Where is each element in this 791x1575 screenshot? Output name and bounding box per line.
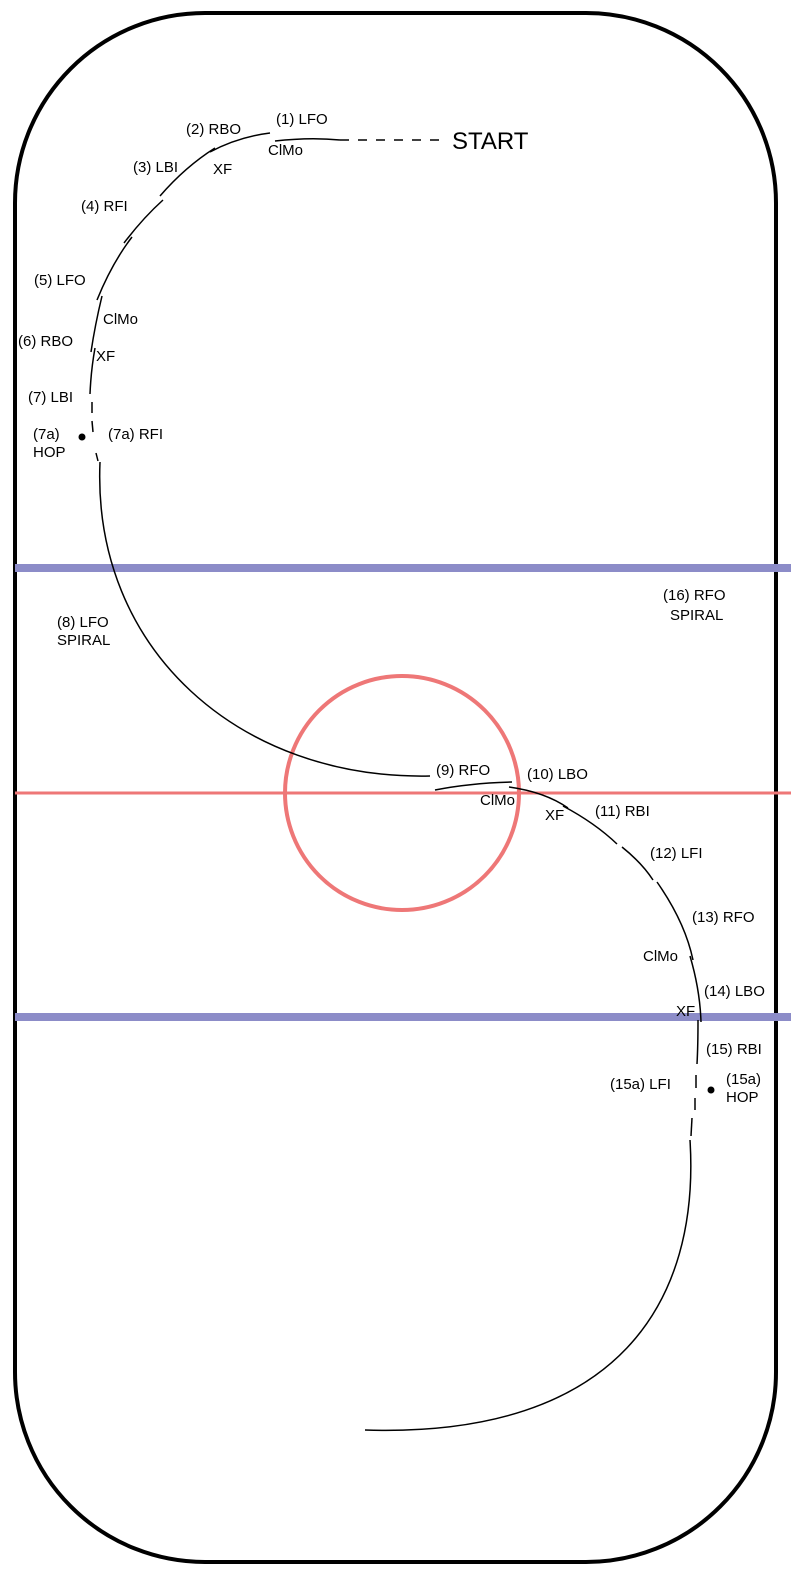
edge-13-rfo — [656, 881, 694, 961]
label-7-lbi: (7) LBI — [28, 389, 73, 406]
label-14-lbo: (14) LBO — [704, 983, 765, 1000]
label-3-lbi: (3) LBI — [133, 159, 178, 176]
edge-11-rbi — [562, 805, 618, 845]
label-16-rfo: (16) RFO — [663, 587, 726, 604]
label-1-lfo: (1) LFO — [276, 111, 328, 128]
edge-10-lbo — [508, 786, 569, 809]
label-6-rbo: (6) RBO — [18, 333, 73, 350]
edge-6-rbo — [90, 295, 103, 353]
label-clmo-1: ClMo — [268, 142, 303, 159]
label-xf-1: XF — [213, 161, 232, 178]
edge-4-rfi — [123, 199, 164, 244]
edge-15-rbi — [696, 1019, 699, 1065]
label-xf-4: XF — [676, 1003, 695, 1020]
label-10-lbo: (10) LBO — [527, 766, 588, 783]
label-4-rfi: (4) RFI — [81, 198, 128, 215]
hop-dot-7a — [78, 433, 86, 441]
edge-1-lfo — [274, 137, 341, 142]
label-xf-3: XF — [545, 807, 564, 824]
label-15a-lfi: (15a) LFI — [610, 1076, 671, 1093]
label-clmo-4: ClMo — [643, 948, 678, 965]
start-label: START — [452, 128, 529, 155]
edge-7a-rfi-2 — [91, 420, 94, 433]
edge-2-rbo — [209, 132, 271, 153]
label-clmo-2: ClMo — [103, 311, 138, 328]
edge-16-rfo-spiral — [364, 1139, 692, 1431]
label-7a-hop: HOP — [33, 444, 66, 461]
label-7a-rfi: (7a) RFI — [108, 426, 163, 443]
label-8-lfo: (8) LFO — [57, 614, 109, 631]
label-15a-number: (15a) — [726, 1071, 761, 1088]
label-8-spiral: SPIRAL — [57, 632, 110, 649]
label-12-lfi: (12) LFI — [650, 845, 703, 862]
label-11-rbi: (11) RBI — [595, 803, 650, 820]
edge-7-lbi — [89, 347, 96, 395]
edge-12-lfi — [621, 846, 654, 881]
label-13-rfo: (13) RFO — [692, 909, 755, 926]
label-16-spiral: SPIRAL — [670, 607, 723, 624]
label-7a-number: (7a) — [33, 426, 60, 443]
label-15a-hop: HOP — [726, 1089, 759, 1106]
edge-9-rfo — [434, 781, 513, 791]
edge-3-lbi — [159, 147, 216, 197]
edge-5-lfo — [96, 236, 133, 301]
rink-border — [13, 11, 778, 1564]
label-2-rbo: (2) RBO — [186, 121, 241, 138]
edge-14-lbo — [689, 955, 702, 1023]
label-15-rbi: (15) RBI — [706, 1041, 762, 1058]
edge-8-lfo-spiral — [99, 461, 431, 777]
hop-dot-15a — [707, 1086, 715, 1094]
center-circle — [283, 674, 521, 912]
label-clmo-3: ClMo — [480, 792, 515, 809]
label-9-rfo: (9) RFO — [436, 762, 490, 779]
label-xf-2: XF — [96, 348, 115, 365]
edge-15a-lfi-3 — [690, 1117, 693, 1137]
label-5-lfo: (5) LFO — [34, 272, 86, 289]
edge-7a-rfi-3 — [95, 452, 99, 462]
